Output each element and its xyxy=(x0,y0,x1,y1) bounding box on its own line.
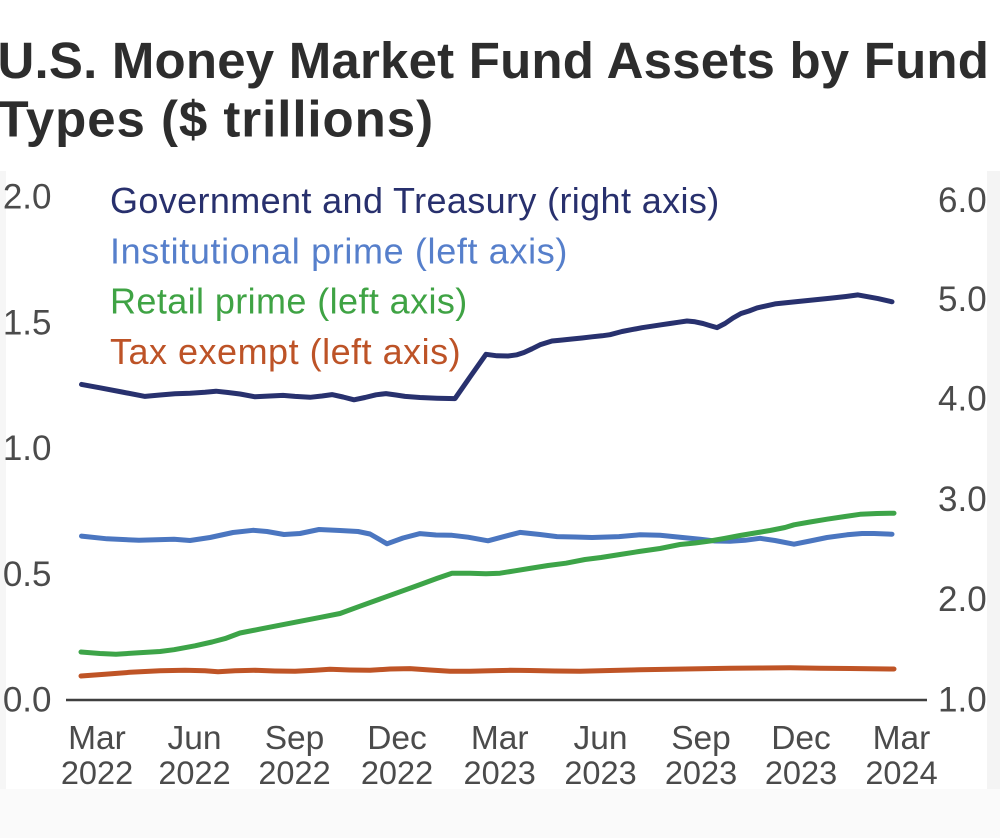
svg-text:Dec: Dec xyxy=(771,720,831,757)
svg-text:1.0: 1.0 xyxy=(938,680,987,719)
svg-text:2.0: 2.0 xyxy=(938,580,987,619)
svg-text:1.5: 1.5 xyxy=(3,303,52,342)
svg-text:Mar: Mar xyxy=(471,720,529,757)
svg-text:Government and Treasury (right: Government and Treasury (right axis) xyxy=(110,180,720,221)
svg-text:Dec: Dec xyxy=(367,720,427,757)
svg-text:Types ($ trillions): Types ($ trillions) xyxy=(0,91,434,148)
svg-text:Jun: Jun xyxy=(167,720,221,757)
svg-text:2024: 2024 xyxy=(865,755,937,791)
svg-text:3.0: 3.0 xyxy=(938,480,987,519)
svg-text:2023: 2023 xyxy=(464,755,536,791)
svg-text:Jun: Jun xyxy=(573,720,627,757)
svg-text:0.0: 0.0 xyxy=(3,681,52,720)
svg-text:Retail prime (left axis): Retail prime (left axis) xyxy=(110,281,468,322)
svg-text:2022: 2022 xyxy=(158,755,230,791)
svg-text:Mar: Mar xyxy=(873,720,931,757)
svg-text:2022: 2022 xyxy=(361,755,433,791)
svg-text:Institutional prime (left axis: Institutional prime (left axis) xyxy=(110,230,568,271)
svg-text:Sep: Sep xyxy=(671,720,731,757)
svg-text:2023: 2023 xyxy=(665,755,737,791)
svg-text:2022: 2022 xyxy=(258,755,330,791)
svg-text:4.0: 4.0 xyxy=(938,380,987,419)
svg-text:2022: 2022 xyxy=(61,755,133,791)
svg-text:0.5: 0.5 xyxy=(3,555,52,594)
svg-text:U.S. Money Market Fund Assets: U.S. Money Market Fund Assets by Fund xyxy=(0,32,989,89)
svg-text:1.0: 1.0 xyxy=(3,429,52,468)
svg-text:Sep: Sep xyxy=(265,720,325,757)
svg-text:5.0: 5.0 xyxy=(938,280,987,319)
svg-text:2023: 2023 xyxy=(765,755,837,791)
svg-text:6.0: 6.0 xyxy=(938,181,987,220)
svg-text:2.0: 2.0 xyxy=(3,178,52,217)
svg-text:Mar: Mar xyxy=(68,720,126,757)
svg-text:2023: 2023 xyxy=(564,755,636,791)
svg-text:Tax exempt (left axis): Tax exempt (left axis) xyxy=(110,331,461,372)
